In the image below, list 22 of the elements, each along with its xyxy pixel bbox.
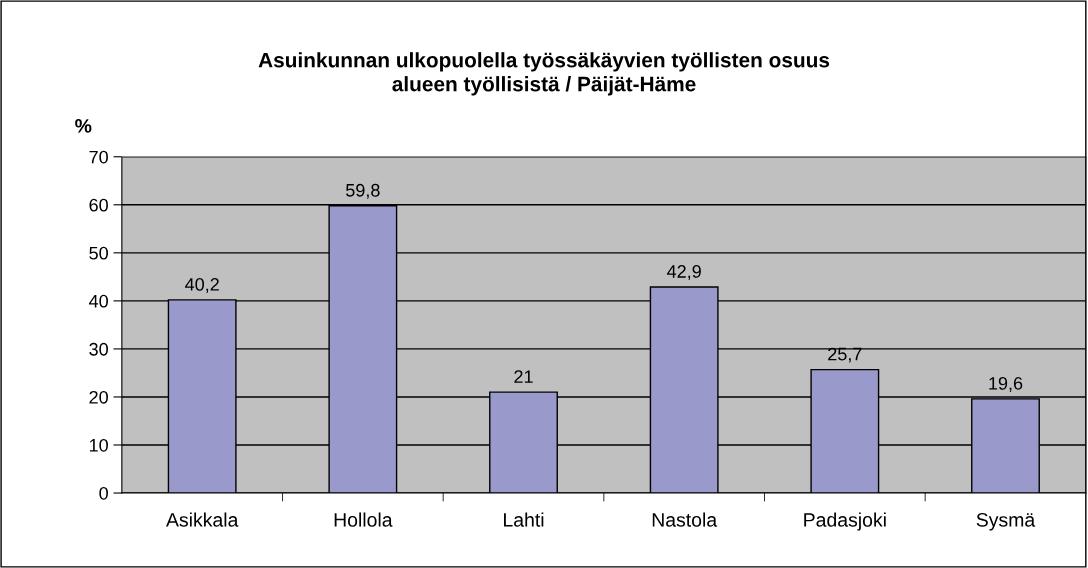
y-tick-label: 10 [89,438,108,452]
data-label: 21 [514,370,533,383]
y-tick-label: 40 [89,294,108,308]
x-tick-label: Lahti [504,512,544,527]
y-tick-label: 30 [89,342,108,356]
y-tick-label: 20 [89,390,108,404]
y-axis-title: % [75,119,92,133]
data-label: 40,2 [185,278,219,293]
data-label: 25,7 [828,347,862,363]
y-tick-label: 70 [89,150,108,164]
x-tick-label: Asikkala [166,512,239,527]
y-tick-label: 50 [89,246,108,260]
data-label: 42,9 [667,265,701,280]
x-tick-label: Padasjoki [804,512,886,531]
y-tick-label: 0 [99,486,108,500]
data-label: 59,8 [346,183,380,199]
data-label: 19,6 [989,376,1023,392]
x-tick-label: Sysmä [976,512,1036,531]
x-tick-label: Hollola [334,512,393,527]
x-tick-label: Nastola [652,512,718,527]
chart-title: Asuinkunnan ulkopuolella työssäkäyvien työllisten osuus alueen työllisistä / Päijät-Häme [258,52,830,96]
y-tick-label: 60 [89,198,108,212]
